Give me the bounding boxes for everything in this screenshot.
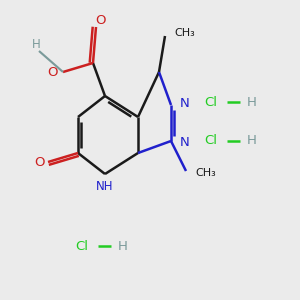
Text: Cl: Cl (75, 239, 88, 253)
Text: O: O (47, 65, 58, 79)
Text: Cl: Cl (204, 134, 217, 148)
Text: O: O (34, 155, 44, 169)
Text: H: H (247, 134, 256, 148)
Text: H: H (247, 95, 256, 109)
Text: N: N (179, 97, 189, 110)
Text: NH: NH (96, 180, 114, 193)
Text: O: O (95, 14, 106, 27)
Text: N: N (179, 136, 189, 149)
Text: H: H (32, 38, 40, 52)
Text: CH₃: CH₃ (174, 28, 195, 38)
Text: H: H (118, 239, 128, 253)
Text: CH₃: CH₃ (195, 167, 216, 178)
Text: Cl: Cl (204, 95, 217, 109)
